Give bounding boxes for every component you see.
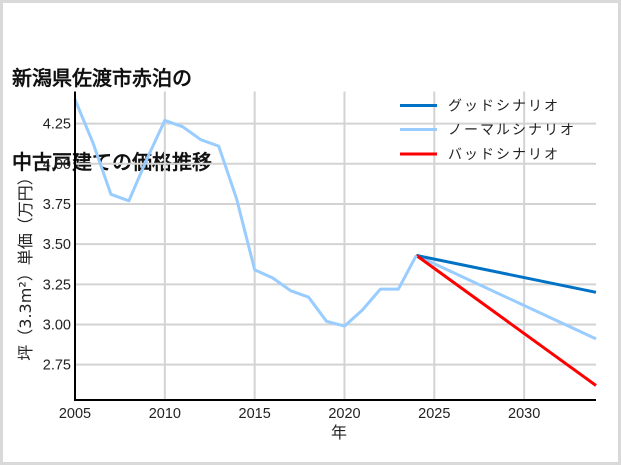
y-axis-ticks: 2.75 3.00 3.25 3.50 3.75 4.00 4.25 [43, 117, 71, 374]
data-lines [73, 98, 597, 387]
legend-item: グッドシナリオ [400, 99, 560, 115]
x-tick-label: 2020 [328, 406, 360, 422]
legend-label: バッドシナリオ [448, 147, 560, 163]
y-tick-label: 3.25 [43, 277, 71, 293]
x-axis-label: 年 [331, 423, 347, 442]
x-axis-ticks: 2005 2010 2015 2020 2025 2030 [59, 406, 540, 422]
chart-title: 新潟県佐渡市赤泊の 中古戸建ての価格推移 [12, 8, 212, 204]
y-tick-label: 3.75 [43, 197, 71, 213]
axes [74, 91, 596, 401]
y-tick-label: 3.00 [43, 317, 71, 333]
x-tick-label: 2005 [59, 406, 91, 422]
y-tick-label: 3.50 [43, 237, 71, 253]
chart-title-line-2: 中古戸建ての価格推移 [12, 150, 212, 174]
x-tick-label: 2030 [508, 406, 540, 422]
x-tick-label: 2010 [149, 406, 181, 422]
forecast-line [415, 253, 597, 294]
y-tick-label: 2.75 [43, 358, 71, 374]
chart-title-line-1: 新潟県佐渡市赤泊の [12, 66, 192, 90]
y-tick-label: 4.00 [43, 157, 71, 173]
forecast-line [415, 254, 597, 387]
legend-label: グッドシナリオ [448, 99, 560, 115]
y-axis-label: 坪（3.3m²）単価（万円） [16, 169, 35, 360]
grid-lines [75, 91, 596, 400]
x-tick-label: 2015 [239, 406, 271, 422]
forecast-line [415, 254, 597, 341]
y-tick-label: 4.25 [43, 117, 71, 133]
legend-item: ノーマルシナリオ [400, 123, 576, 139]
x-tick-label: 2025 [418, 406, 450, 422]
legend-label: ノーマルシナリオ [448, 123, 576, 139]
legend-item: バッドシナリオ [400, 147, 560, 163]
historical-line [73, 98, 418, 328]
